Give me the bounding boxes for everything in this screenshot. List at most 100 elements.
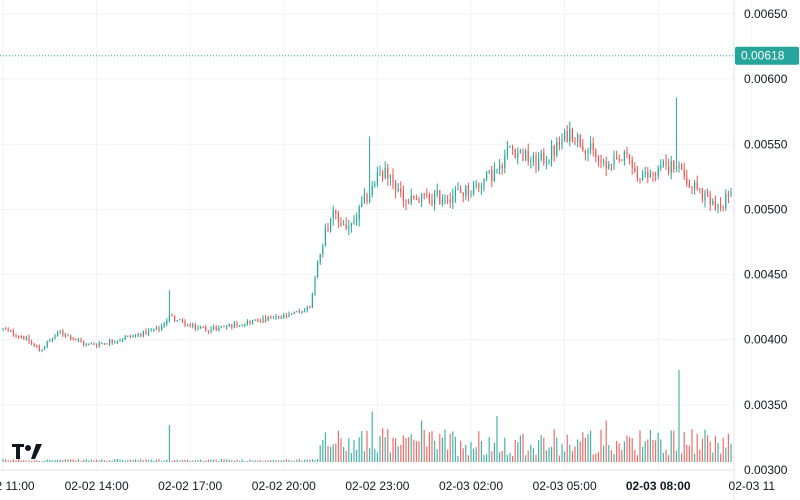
candle-body [480,187,482,189]
price-tick-label: 0.00400 [744,333,788,347]
volume-bar [57,459,59,462]
volume-bar [449,433,451,462]
time-tick-label: 02-03 11 [729,479,776,493]
volume-bar [439,433,441,462]
volume-bar [184,459,186,462]
volume-bar [413,439,415,462]
tradingview-logo-icon[interactable] [12,444,42,459]
volume-bar [319,445,321,462]
volume-bar [2,459,4,462]
candle-body [642,173,644,180]
volume-bar [527,450,529,462]
candle-body [192,324,194,327]
volume-bar [470,441,472,462]
volume-bar [285,459,287,462]
volume-bar [356,449,358,462]
volume-bar [415,441,417,462]
volume-bar [293,460,295,462]
candle-body [491,170,493,182]
volume-bar [111,460,113,462]
time-tick-label: 02-02 14:00 [65,479,129,493]
candle-body [166,320,168,325]
candle-body [454,190,456,196]
volume-bar [556,437,558,462]
volume-bar [114,459,116,462]
candle-body [626,151,628,155]
volume-bar [145,459,147,462]
candle-body [465,185,467,197]
candle-body [90,343,92,345]
volume-bar [574,446,576,462]
volume-bar [244,460,246,462]
grid-lines [0,0,753,500]
candle-body [80,339,82,342]
candle-body [44,346,46,350]
volume-bar [62,460,64,462]
volume-bar [389,452,391,462]
candle-body [116,341,118,343]
volume-bar [205,460,207,462]
candle-body [96,344,98,346]
candle-body [83,341,85,345]
candle-body [408,202,410,204]
candle-body [244,324,246,326]
volume-bar [140,459,142,462]
volume-bar [309,459,311,462]
volume-bar [384,437,386,462]
volume-bar [93,460,95,462]
volume-bar [691,429,693,462]
time-axis[interactable]: 02-02 11:00 02-02 14:00 02-02 17:00 02-02 2… [0,479,775,493]
volume-bar [322,439,324,462]
volume-bar [155,459,157,462]
candle-body [358,207,360,220]
candle-body [75,339,77,341]
volume-bar [668,455,670,462]
price-axis[interactable]: 0.00300 0.00350 0.00400 0.00450 0.00500 0.005… [744,7,788,477]
volume-bar [296,459,298,462]
candle-body [725,193,727,208]
candle-body [119,340,121,342]
volume-bar [340,438,342,462]
volume-bar [535,454,537,462]
volume-bar [655,440,657,462]
candle-body [527,150,529,162]
volume-bar [566,434,568,462]
candle-body [597,157,599,160]
candle-body [444,199,446,201]
volume-bar [514,439,516,462]
time-tick-label: 02-02 11:00 [0,479,35,493]
candle-body [694,182,696,190]
volume-bar [532,448,534,462]
volume-bar [483,455,485,462]
candle-body [20,336,22,338]
candle-body [57,332,59,337]
volume-bar [408,437,410,462]
volume-bar [423,429,425,462]
candle-body [504,155,506,169]
volume-bar [298,459,300,462]
volume-bar [168,425,170,462]
volume-bar [597,451,599,462]
volume-bar [335,443,337,462]
volume-bar [33,460,35,462]
price-tick-label: 0.00500 [744,202,788,216]
volume-bar [465,445,467,462]
volume-bar [231,460,233,462]
candle-body [332,210,334,219]
volume-bar [608,444,610,462]
candle-body [582,145,584,151]
candle-body [717,203,719,209]
candle-body [389,174,391,179]
volume-bar [18,459,20,462]
volume-bar [683,431,685,462]
volume-bar [441,437,443,462]
candle-body [569,128,571,142]
volume-bar [306,459,308,462]
volume-bar [543,437,545,462]
candle-body [410,195,412,204]
volume-bar [376,452,378,462]
candle-body [670,161,672,173]
volume-bars [2,370,732,462]
candle-body [161,325,163,331]
